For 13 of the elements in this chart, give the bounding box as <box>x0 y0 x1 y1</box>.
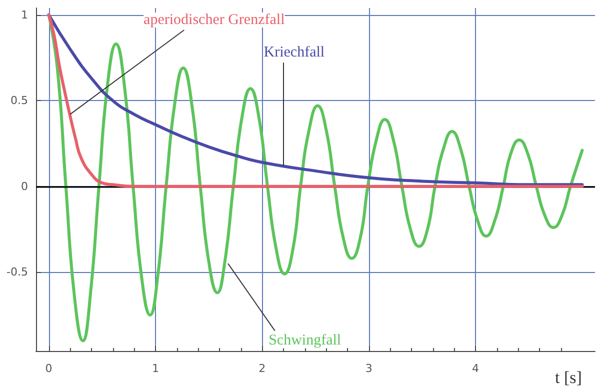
x-tick-label: 3 <box>365 362 372 375</box>
text: Schwingfall <box>268 332 342 349</box>
y-tick-label: -0.5 <box>6 266 28 279</box>
x-tick-label: 4 <box>472 362 480 375</box>
y-tick-label: 0 <box>21 180 28 193</box>
x-tick-label: 0 <box>45 362 52 375</box>
x-tick-label: 2 <box>258 362 266 375</box>
y-tick-label: 0.5 <box>10 94 28 108</box>
y-tick-label: 1 <box>21 8 28 22</box>
text: aperiodischer Grenzfall <box>144 12 285 28</box>
x-axis-title: t [s] <box>555 368 582 387</box>
x-tick-label: 1 <box>152 362 159 375</box>
text: Kriechfall <box>264 44 325 61</box>
